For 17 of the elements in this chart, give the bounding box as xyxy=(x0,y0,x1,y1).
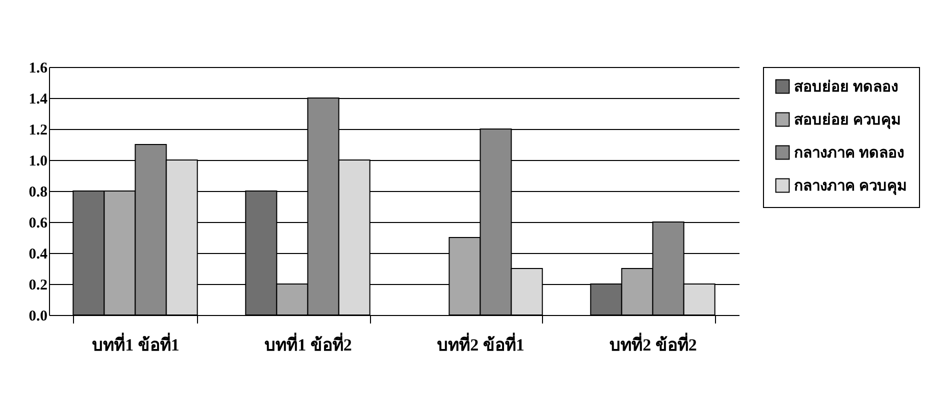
x-tick-label: บทที่1 ข้อที่2 xyxy=(264,332,352,354)
x-tick-label: บทที่2 ข้อที่2 xyxy=(610,332,697,354)
legend-label: สอบย่อย ทดลอง xyxy=(794,78,898,96)
y-tick-label: 1.6 xyxy=(28,60,48,76)
y-tick-label: 0.0 xyxy=(28,308,48,324)
x-tick-label: บทที่2 ข้อที่1 xyxy=(437,332,524,354)
y-tick-label: 0.8 xyxy=(28,184,48,200)
x-tick-label: บทที่1 ข้อที่1 xyxy=(92,332,180,354)
y-tick-label: 1.4 xyxy=(28,92,48,108)
legend-label: กลางภาค ควบคุม xyxy=(794,178,907,196)
y-tick-label: 0.6 xyxy=(28,216,48,232)
y-tick-label: 1.2 xyxy=(28,122,48,138)
y-tick-label: 1.0 xyxy=(28,154,48,170)
legend-label: กลางภาค ทดลอง xyxy=(794,146,904,162)
y-tick-label: 0.2 xyxy=(28,278,48,294)
legend-label: สอบย่อย ควบคุม xyxy=(794,112,901,130)
y-tick-label: 0.4 xyxy=(28,246,48,262)
